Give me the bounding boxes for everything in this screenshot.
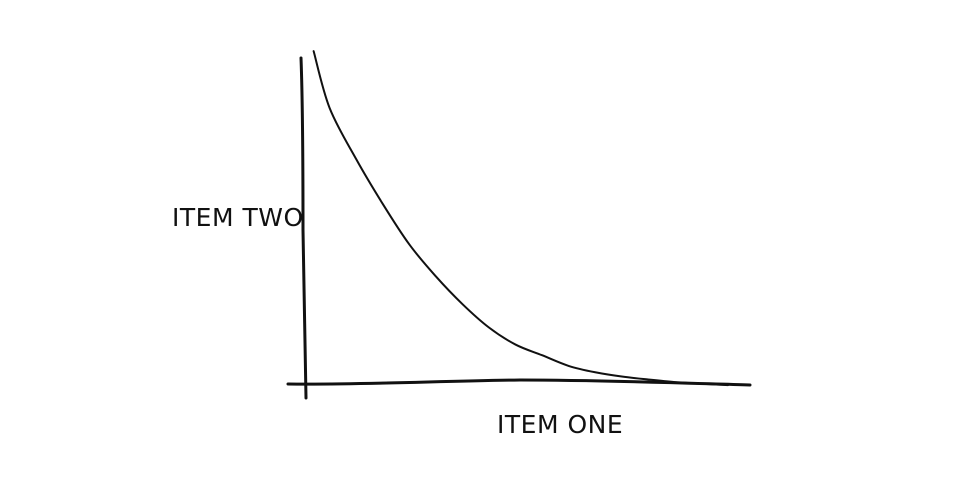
data-point-11 bbox=[593, 370, 597, 374]
data-point-7 bbox=[487, 326, 491, 330]
data-point-0 bbox=[312, 49, 316, 53]
data-point-13 bbox=[646, 378, 650, 382]
data-point-1 bbox=[328, 106, 332, 110]
data-point-16 bbox=[726, 383, 730, 387]
series-curve bbox=[312, 50, 729, 387]
data-point-2 bbox=[354, 157, 358, 161]
data-point-8 bbox=[514, 343, 518, 347]
data-point-15 bbox=[699, 382, 703, 386]
data-point-4 bbox=[407, 242, 411, 246]
data-point-14 bbox=[673, 380, 677, 384]
data-point-3 bbox=[381, 202, 385, 206]
data-point-12 bbox=[620, 375, 624, 379]
data-point-10 bbox=[567, 364, 571, 368]
data-point-5 bbox=[434, 274, 438, 278]
y-axis-label: ITEM TWO bbox=[172, 203, 304, 232]
data-point-6 bbox=[460, 302, 464, 306]
x-axis-label: ITEM ONE bbox=[497, 410, 623, 439]
data-point-9 bbox=[540, 353, 544, 357]
data-points-layer bbox=[312, 49, 730, 387]
y-axis-line bbox=[299, 56, 308, 400]
